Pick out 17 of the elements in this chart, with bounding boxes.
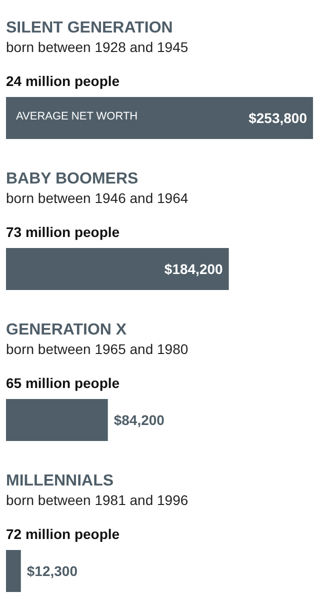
annotation: born between 1946 and 1964: [6, 190, 188, 206]
y-tick-label: BABY BOOMERS: [6, 170, 138, 188]
y-tick-label: GENERATION X: [6, 322, 127, 338]
data-label: $253,800: [248, 110, 308, 126]
annotation: AVERAGE NET WORTH: [16, 110, 138, 122]
annotation: 65 million people: [6, 375, 120, 391]
data-label: $84,200: [114, 412, 165, 428]
annotation: born between 1965 and 1980: [6, 341, 188, 357]
annotation: 72 million people: [6, 526, 120, 542]
data-label: $184,200: [164, 261, 224, 277]
annotation: 24 million people: [6, 73, 120, 89]
annotation: born between 1981 and 1996: [6, 492, 188, 508]
data-label: $12,300: [26, 563, 78, 579]
annotation: 73 million people: [6, 224, 120, 240]
y-tick-label: MILLENNIALS: [6, 472, 114, 490]
annotation: born between 1928 and 1945: [6, 39, 188, 55]
y-tick-label: SILENT GENERATION: [6, 20, 173, 36]
